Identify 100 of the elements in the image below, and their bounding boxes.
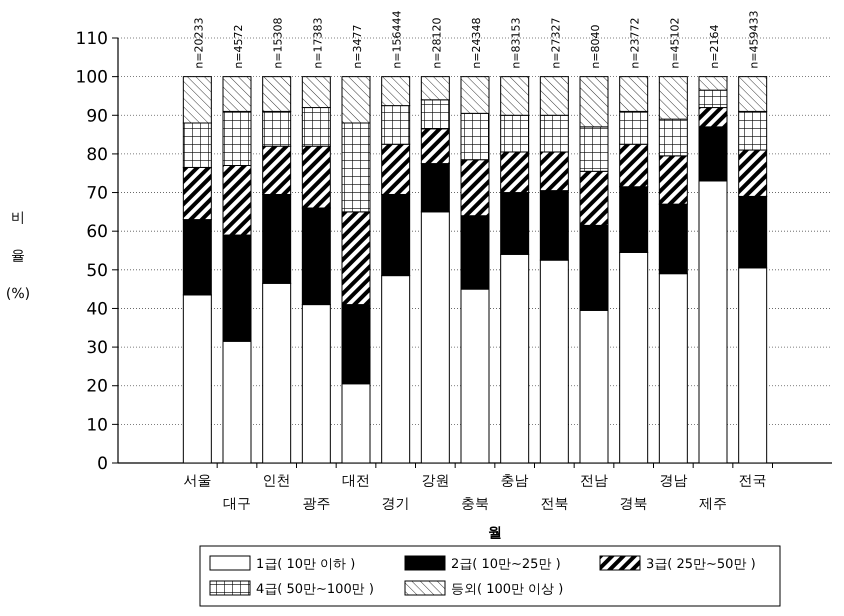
bar [540,151,569,192]
bar [698,76,728,91]
annotation: n=3477 [351,24,364,69]
y-tick-label: 60 [86,222,108,242]
bar [460,112,490,160]
bar [381,194,410,276]
y-tick-label: 90 [86,106,108,126]
bar [420,76,450,100]
bar [342,211,370,306]
x-tick-label: 서울 [183,473,212,489]
bar [342,304,370,384]
legend-label: 1급( 10만 이하 ) [256,557,356,572]
annotation: n=83153 [510,17,523,69]
x-tick-label: 경남 [659,473,688,489]
bar [182,122,212,168]
bar [381,144,410,195]
bar [262,110,292,147]
bar [302,208,331,306]
bar [302,76,331,108]
bar [222,165,252,236]
y-tick-label: 110 [76,29,108,49]
annotation: n=15308 [272,17,285,69]
bar [262,76,292,112]
bar [698,107,728,128]
x-tick-label: 전국 [738,473,767,489]
bar [619,186,648,253]
x-tick-label: 충남 [500,473,529,489]
bar [738,196,768,268]
annotation: n=23772 [628,17,642,69]
x-tick-label: 경기 [382,496,410,512]
annotation: n=45102 [668,17,682,69]
bar [658,155,688,205]
annotation: n=17383 [311,17,324,69]
y-tick-label: 80 [86,144,108,165]
y-tick-label: 70 [86,184,108,204]
bar [738,150,768,197]
annotation: n=459433 [748,10,761,69]
x-tick-label: 제주 [699,496,727,512]
bar [658,118,688,156]
bar [182,219,212,296]
bar [540,190,569,261]
bar [658,204,688,274]
bar [619,110,648,145]
y-tick-label: 30 [86,338,108,358]
bar [420,99,450,130]
legend-label: 등외( 100만 이상 ) [451,582,564,597]
x-axis-title: 월 [488,525,502,541]
bar [698,126,728,182]
bar [658,76,688,120]
bar [500,76,530,116]
y-tick-label: 50 [86,260,108,281]
bar [342,122,370,212]
bar [262,194,292,284]
bar [738,76,768,112]
bar [738,110,768,151]
bar [540,76,569,116]
annotation: n=28120 [430,17,444,69]
bar [381,76,410,106]
bar [580,76,608,128]
x-tick-label: 전북 [540,496,568,512]
bar [500,151,530,194]
x-tick-label: 경북 [620,496,648,512]
bar [222,76,252,112]
bar [222,110,252,166]
y-tick-label: 100 [76,68,108,88]
bar [342,76,370,124]
annotation: n=156444 [390,10,404,69]
bar [619,76,648,112]
y-tick-label: 10 [86,415,108,436]
bar [182,76,212,124]
legend-label: 4급( 50만~100만 ) [256,582,374,597]
bar [460,215,490,290]
bar [460,159,490,216]
bar [381,105,410,145]
x-tick-label: 전남 [580,473,608,489]
legend-label: 3급( 25만~50만 ) [646,557,756,572]
annotation: n=20233 [192,17,206,69]
y-tick-label: 40 [86,299,108,320]
bar [262,146,292,195]
bar [500,192,530,255]
x-tick-label: 대전 [342,473,370,489]
bar [619,144,648,188]
text: 비 율 (%) [6,210,30,302]
bar [420,128,450,164]
annotation: n=4572 [232,24,245,69]
y-tick-label: 0 [97,454,108,474]
bar [460,76,490,114]
bar [222,234,252,342]
bar [698,90,728,108]
bar [580,170,608,226]
x-tick-label: 강원 [421,473,450,489]
annotation: n=27327 [549,17,562,69]
bar [182,166,212,220]
bar [540,114,569,152]
x-tick-label: 인천 [262,473,291,489]
bar [302,146,331,208]
bar [580,126,608,172]
bar [580,224,608,311]
bar [420,163,450,212]
x-tick-label: 충북 [461,496,489,512]
